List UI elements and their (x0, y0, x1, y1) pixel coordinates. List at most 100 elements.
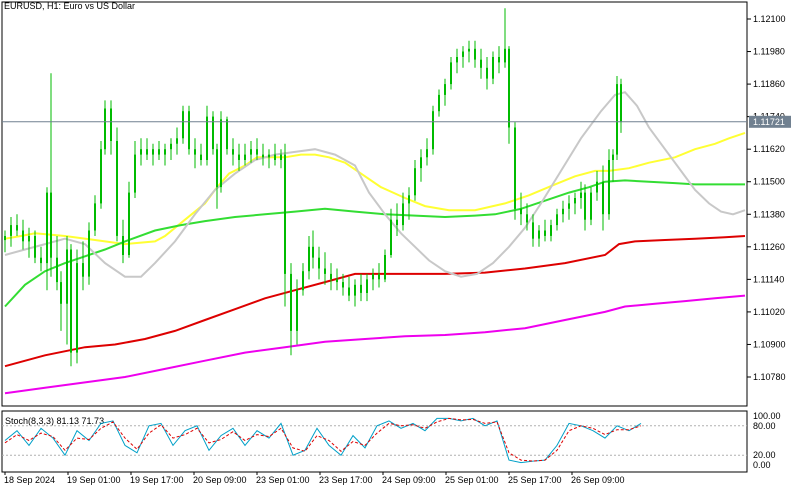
candle-body (50, 192, 52, 258)
candle (492, 51, 494, 85)
candle (280, 149, 282, 169)
candle-body (550, 225, 552, 236)
moving-average-line (4, 179, 745, 308)
candle (450, 57, 452, 90)
candle (330, 263, 332, 291)
candle (238, 143, 240, 171)
candle-body (420, 157, 422, 169)
candle-body (408, 195, 410, 204)
candle-body (212, 116, 214, 150)
candle-body (532, 222, 534, 239)
moving-average-line (4, 235, 746, 368)
candle-body (318, 257, 320, 269)
candle-body (194, 149, 196, 155)
candle-body (268, 154, 270, 158)
price-tick-label: 1.11380 (753, 209, 785, 219)
candle (40, 246, 42, 272)
candle (486, 57, 488, 90)
price-tick-label: 1.10780 (753, 372, 786, 382)
candle-body (324, 268, 326, 274)
candle (596, 170, 598, 201)
candle (164, 143, 166, 166)
candle (514, 122, 516, 220)
candle-body (56, 257, 58, 283)
candle-body (504, 48, 506, 63)
candle-body (100, 149, 102, 204)
candle-body (262, 154, 264, 158)
candle-body (616, 84, 618, 155)
candle (226, 116, 228, 155)
price-tick-label: 1.11260 (753, 242, 785, 252)
candle-body (556, 214, 558, 226)
candle-body (164, 149, 166, 155)
candle-body (216, 149, 218, 188)
main-price-panel[interactable] (1, 1, 748, 407)
stochastic-label: Stoch(8,3,3) 81.13 71.73 (5, 416, 104, 426)
candle (508, 46, 510, 144)
main-panel-frame (1, 1, 748, 407)
price-tick-label: 1.11620 (753, 144, 785, 154)
moving-average-line (4, 91, 746, 278)
candle (152, 143, 154, 166)
candle-body (384, 255, 386, 280)
candle (290, 263, 292, 356)
candle (250, 141, 252, 163)
candle-body (308, 246, 310, 272)
candle (188, 105, 190, 155)
candle (134, 141, 136, 198)
time-tick-label: 26 Sep 09:00 (571, 475, 625, 485)
candle (158, 141, 160, 160)
time-tick-label: 25 Sep 17:00 (508, 475, 562, 485)
stochastic-level-label: 80.00 (753, 421, 776, 431)
stochastic-level-label: 100.00 (753, 411, 781, 421)
time-tick-label: 25 Sep 01:00 (445, 475, 499, 485)
candle (220, 111, 222, 193)
candle-body (538, 230, 540, 239)
candle (556, 208, 558, 231)
candle-body (462, 51, 464, 57)
candle (468, 40, 470, 63)
candle-body (116, 141, 118, 236)
candle-body (360, 284, 362, 293)
candle (544, 219, 546, 242)
candle-body (280, 154, 282, 160)
price-tick-label: 1.11020 (753, 307, 785, 317)
candle (110, 100, 112, 155)
time-tick-label: 19 Sep 17:00 (130, 475, 184, 485)
candle (336, 268, 338, 291)
candle (100, 141, 102, 209)
candle (176, 127, 178, 155)
candle-body (520, 208, 522, 215)
candle-body (468, 48, 470, 52)
candle-body (34, 236, 36, 258)
candle (372, 268, 374, 291)
time-tick-label: 24 Sep 09:00 (382, 475, 436, 485)
time-tick-label: 20 Sep 09:00 (193, 475, 247, 485)
candle (608, 149, 610, 220)
candle-body (480, 59, 482, 68)
candle (432, 105, 434, 155)
price-tick-label: 1.10900 (753, 339, 786, 349)
time-tick-label: 18 Sep 2024 (4, 475, 55, 485)
candle (366, 273, 368, 302)
stochastic-signal-line (4, 417, 642, 462)
candle (232, 138, 234, 166)
candle-body (146, 149, 148, 155)
stochastic-panel-frame (1, 410, 748, 473)
candle (284, 143, 286, 307)
candle (88, 222, 90, 285)
current-price-label: 1.11721 (753, 117, 785, 127)
candle (66, 236, 68, 345)
candle (194, 138, 196, 169)
candle (262, 143, 264, 166)
stochastic-level-label: 0.00 (753, 460, 771, 470)
candle-body (16, 225, 18, 231)
candle (10, 217, 12, 247)
candle (580, 181, 582, 209)
candle-body (450, 62, 452, 85)
price-tick-label: 1.11860 (753, 79, 785, 89)
candle-body (200, 154, 202, 160)
candle-body (492, 57, 494, 79)
